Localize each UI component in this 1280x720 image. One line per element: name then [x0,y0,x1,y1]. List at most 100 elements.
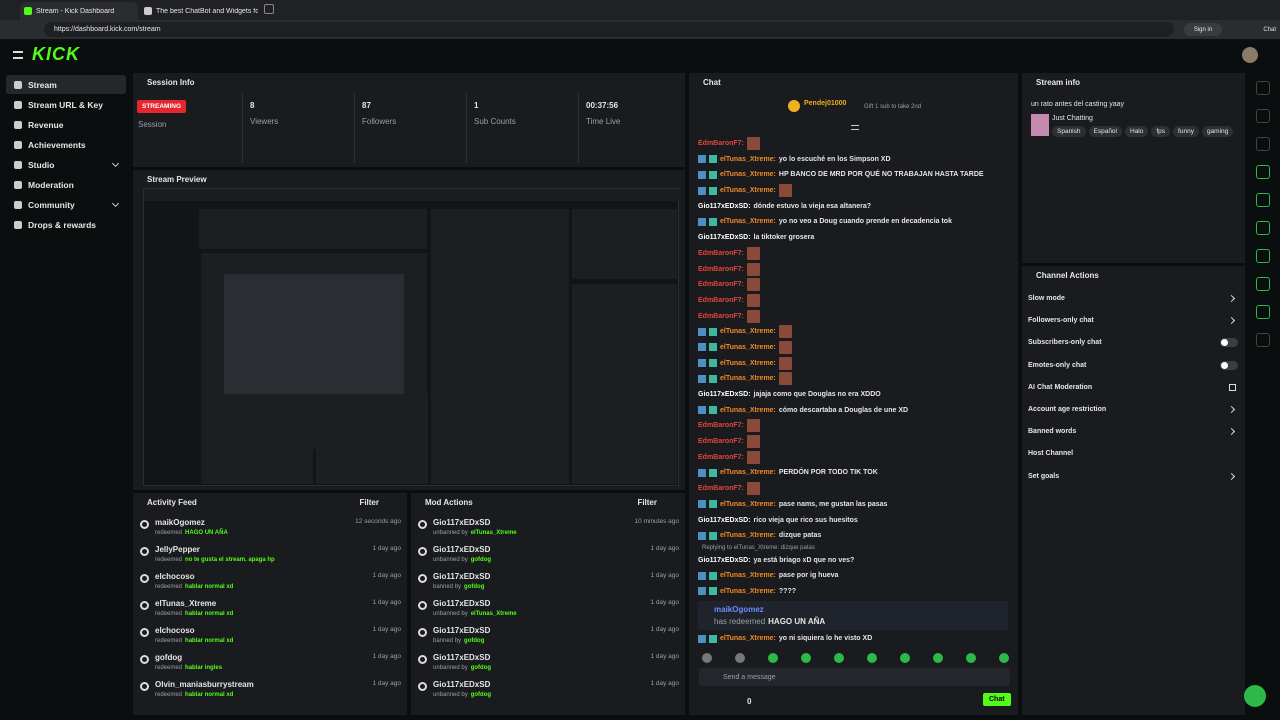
nav-icon [14,100,22,109]
item-user: Gio117xEDxSD [433,518,491,527]
chat-user: EdmBaronF7: [698,296,744,304]
rail-button[interactable] [1256,193,1270,207]
nav-item[interactable]: Stream URL & Key [6,95,126,114]
emote [778,325,792,339]
rail-button[interactable] [1256,305,1270,319]
action-label[interactable]: Followers-only chat [1028,317,1094,325]
chevron[interactable] [1227,317,1236,325]
menu-button[interactable] [13,51,23,59]
rail-button[interactable] [1256,137,1270,151]
emote [778,340,792,354]
preview-block [572,284,677,484]
action-label[interactable]: Emotes-only chat [1028,361,1087,369]
expand-chevron [111,159,120,168]
chevron[interactable] [1227,428,1236,436]
nav-item[interactable]: Community [6,195,126,214]
item-action: unbanned by [433,692,468,698]
chevron[interactable] [1227,472,1236,480]
item-icon [140,628,149,637]
badge [698,571,706,580]
input-placeholder: Send a message [723,673,776,681]
emote-button[interactable] [999,653,1009,663]
tags: Spanish Español Halo fps funny gaming [1052,126,1242,137]
url-field[interactable]: https://dashboard.kick.com/stream [44,22,1174,37]
nav-item[interactable]: Drops & rewards [6,215,126,234]
toggle[interactable] [1220,360,1238,370]
filter-button[interactable]: Filter [637,498,657,507]
new-tab[interactable] [264,4,274,14]
chevron[interactable] [1227,405,1236,414]
item-user: elTunas_Xtreme [155,599,217,608]
chat-message: EdmBaronF7: [698,435,1008,449]
item-icon [418,547,427,556]
nav-item[interactable]: Achievements [6,135,126,154]
badge [709,327,717,336]
nav-item[interactable]: Studio [6,155,126,174]
badge [709,500,717,509]
chevron[interactable] [1227,294,1236,303]
item-action: redeemed [155,665,183,671]
rail-button[interactable] [1256,249,1270,263]
emote-button[interactable] [966,653,976,663]
rail-button[interactable] [1256,109,1270,123]
item-target: hablar ingles [185,665,223,671]
points: 0 [747,697,752,706]
emote-button[interactable] [834,653,844,663]
chat-message: elTunas_Xtreme: yo ni siquiera lo he vist… [698,632,1008,645]
chat-text: dónde estuvo la vieja esa altanera? [753,202,872,210]
chat-user: EdmBaronF7: [698,422,744,430]
chat-label: Chat [1263,26,1276,33]
nav-label: Community [28,199,75,210]
emote [778,184,792,198]
emote-button[interactable] [702,653,712,663]
emote-button[interactable] [867,653,877,663]
emote-button[interactable] [933,653,943,663]
site-header: KICK [0,39,1280,71]
avatar[interactable] [1242,47,1258,63]
tab[interactable]: Stream - Kick Dashboard [20,2,138,20]
rail-button[interactable] [1256,165,1270,179]
emote-button[interactable] [768,653,778,663]
rail-button[interactable] [1256,277,1270,291]
emote-button[interactable] [735,653,745,663]
item-detail: redeemed hablar normal xd [155,611,233,617]
action-label[interactable]: Account age restriction [1028,406,1107,413]
item-action: banned by [433,584,462,590]
chat-button[interactable]: Chat [1244,23,1276,36]
action-label[interactable]: Subscribers-only chat [1028,339,1102,347]
nav-icon [14,220,22,229]
toggle[interactable] [1220,338,1238,348]
emote-button[interactable] [801,653,811,663]
panel-title: Stream Preview [147,174,207,184]
filter-button[interactable]: Filter [359,498,379,507]
action-label[interactable]: Set goals [1028,472,1060,480]
action-label[interactable]: Host Channel [1028,450,1074,458]
item-time: 1 day ago [372,680,401,687]
help-button[interactable] [1244,685,1266,707]
nav-item[interactable]: Stream [6,75,126,94]
external-icon[interactable] [1229,383,1236,391]
rail-button[interactable] [1256,221,1270,235]
action-label[interactable]: Slow mode [1028,295,1065,302]
message-input[interactable]: Send a message [699,668,1010,686]
tab[interactable]: The best ChatBot and Widgets for [140,2,258,20]
rail-button[interactable] [1256,333,1270,347]
chat-message: elTunas_Xtreme: pase por ig hueva [698,569,1008,582]
chat-text: HP BANCO DE MRD POR QUÉ NO TRABAJAN HAST… [778,171,984,179]
badge [698,343,706,352]
item-icon [140,655,149,664]
sign-in[interactable]: Sign in [1184,23,1222,36]
action-label[interactable]: Banned words [1028,428,1077,436]
nav-item[interactable]: Moderation [6,175,126,194]
send-button[interactable]: Chat [983,693,1011,706]
action-label[interactable]: AI Chat Moderation [1028,383,1093,391]
item-time: 1 day ago [650,545,679,552]
item-time: 1 day ago [650,572,679,579]
item-target: no te gusta el stream. apaga hp [185,557,275,563]
chat-user: Gio117xEDxSD: [698,202,751,210]
rail-button[interactable] [1256,81,1270,95]
redeem-text: has redeemed [714,616,766,626]
nav-item[interactable]: Revenue [6,115,126,134]
emote-button[interactable] [900,653,910,663]
